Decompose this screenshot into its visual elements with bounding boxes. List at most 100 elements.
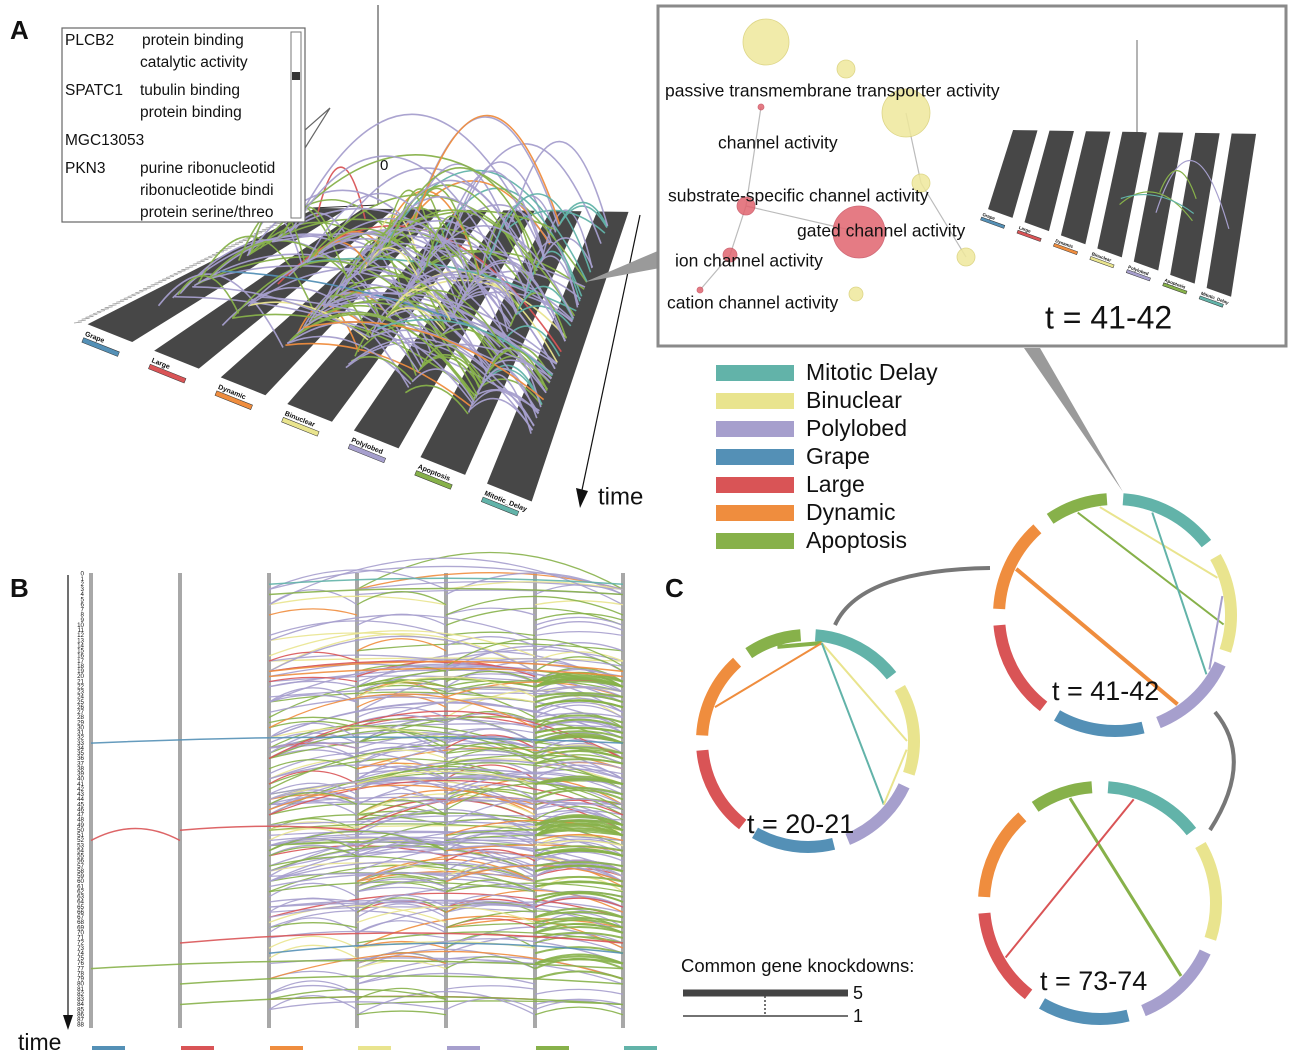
gene-name: MGC13053 [65, 132, 144, 149]
gene-function: catalytic activity [140, 54, 248, 71]
go-term: gated channel activity [797, 221, 966, 241]
go-term: cation channel activity [667, 293, 838, 313]
time-tick [174, 273, 182, 274]
gene-name: PKN3 [65, 160, 106, 177]
time-tick [124, 297, 132, 298]
link-arc [357, 956, 446, 963]
time-arrowhead [63, 1015, 73, 1030]
time-window: t = 73-74 [1040, 966, 1147, 996]
time-tick [112, 303, 120, 304]
time-tick [93, 313, 101, 314]
time-tick [181, 269, 189, 270]
page: { "panel_labels": ["A", "B", "C"], "pane… [0, 0, 1294, 1057]
time-tick [147, 286, 155, 287]
time-tick [258, 231, 266, 232]
lane-color [270, 1046, 303, 1050]
circle-connector [1210, 712, 1234, 830]
time-arrowhead [576, 488, 588, 508]
panel-label: B [10, 573, 29, 603]
ring-segment [1123, 499, 1206, 543]
time-tick [135, 292, 143, 293]
time-tick [86, 316, 94, 317]
gene-name: PLCB2 [65, 32, 114, 49]
network-node [957, 248, 975, 266]
time-window: t = 20-21 [747, 809, 854, 839]
time-tick [97, 311, 105, 312]
legend-swatch [716, 449, 794, 465]
time-tick [185, 267, 193, 268]
time-tick [193, 263, 201, 264]
time-tick [231, 244, 239, 245]
network-node [837, 60, 855, 78]
lane-color [181, 1046, 214, 1050]
time-tick [204, 257, 212, 258]
gene-name: SPATC1 [65, 82, 123, 99]
time-tick [139, 290, 147, 291]
gene-function: protein serine/threo [140, 204, 274, 221]
ring-segment [1042, 1003, 1128, 1019]
time-label: time [598, 483, 643, 510]
ring-segment [1035, 787, 1092, 807]
ring-segment [999, 625, 1043, 706]
time-tick [166, 276, 174, 277]
ring-segment [984, 817, 1022, 897]
legend-swatch [716, 393, 794, 409]
time-tick [235, 242, 243, 243]
lane-color [447, 1046, 480, 1050]
z-axis [312, 205, 378, 208]
time-window: t = 41-42 [1052, 676, 1159, 706]
time-label: time [18, 1029, 61, 1055]
tooltip-scroll-thumb [292, 72, 300, 80]
scale-label: 5 [853, 983, 863, 1003]
legend-swatch [716, 477, 794, 493]
ring-segment [848, 786, 904, 839]
ring-segment [1215, 557, 1231, 651]
legend-swatch [716, 421, 794, 437]
lane-color [536, 1046, 569, 1050]
panel-c: t = 20-21t = 41-42t = 73-74Common gene k… [681, 499, 1234, 1025]
lane-color [624, 1046, 657, 1050]
time-tick [239, 240, 247, 241]
ring-segment [1200, 845, 1216, 939]
go-term: channel activity [718, 133, 838, 153]
time-tick [89, 314, 97, 315]
time-tick [105, 307, 113, 308]
link-arc [357, 1011, 446, 1015]
gene-function: protein binding [140, 104, 242, 121]
chord [1070, 798, 1181, 976]
legend-swatch [716, 365, 794, 381]
time-tick [101, 309, 109, 310]
go-term: passive transmembrane transporter activi… [665, 81, 1000, 101]
legend-label: Polylobed [806, 415, 907, 441]
figure: A B C GrapeLargeDynamicBinuclearPolylobe… [0, 0, 1294, 1057]
legend-swatch [716, 533, 794, 549]
inset: GrapeLargeDynamicBinuclearPolylobedApopt… [658, 6, 1286, 346]
legend-label: Binuclear [806, 387, 902, 413]
legend-label: Large [806, 471, 865, 497]
time-tick [155, 282, 163, 283]
ring-segment [1108, 787, 1191, 831]
legend-swatch [716, 505, 794, 521]
link-arc [180, 976, 623, 984]
ring-segment [1050, 499, 1107, 519]
chord [822, 643, 884, 805]
time-tick [132, 294, 140, 295]
tooltip-scrollbar [291, 32, 301, 218]
network-node [849, 287, 863, 301]
gene-function: ribonucleotide bindi [140, 182, 274, 199]
time-tick [116, 301, 124, 302]
time-tick [170, 275, 178, 276]
panel-label: C [665, 573, 684, 603]
legend-label: Dynamic [806, 499, 895, 525]
ring-segment [1158, 664, 1220, 723]
ring-segment [702, 662, 737, 735]
go-term: ion channel activity [675, 251, 823, 271]
time-tick [128, 295, 136, 296]
chord [1209, 596, 1222, 669]
inset-connector [1024, 348, 1123, 492]
time-tick [74, 322, 82, 323]
time-tick [151, 284, 159, 285]
inset-time: t = 41-42 [1045, 299, 1172, 335]
ring-segment [984, 913, 1028, 994]
time-tick [189, 265, 197, 266]
